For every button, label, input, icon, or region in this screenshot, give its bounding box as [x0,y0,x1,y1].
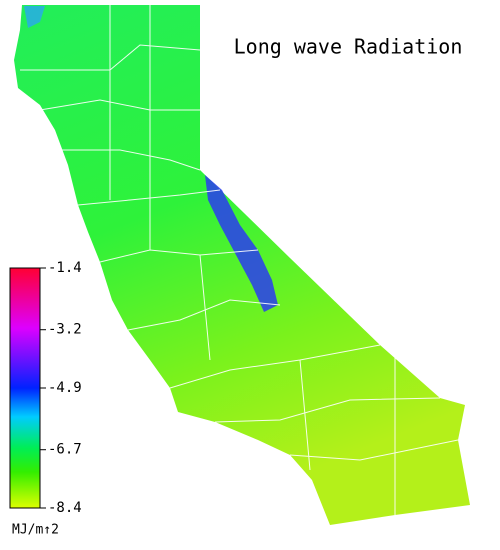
colorbar-unit: MJ/m↑2 [12,523,59,538]
tick-label: -4.9 [48,380,82,396]
colorbar: -1.4 -3.2 -4.9 -6.7 -8.4 MJ/m↑2 [9,260,82,538]
tick-label: -1.4 [48,260,82,276]
north-high [24,6,45,28]
map-title: Long wave Radiation [234,35,463,59]
county-lines [20,5,459,515]
sierra-high [205,175,278,312]
california [14,5,470,525]
tick-label: -6.7 [48,442,82,458]
colorbar-gradient [9,267,41,509]
tick-label: -8.4 [48,500,82,516]
tick-label: -3.2 [48,322,82,338]
